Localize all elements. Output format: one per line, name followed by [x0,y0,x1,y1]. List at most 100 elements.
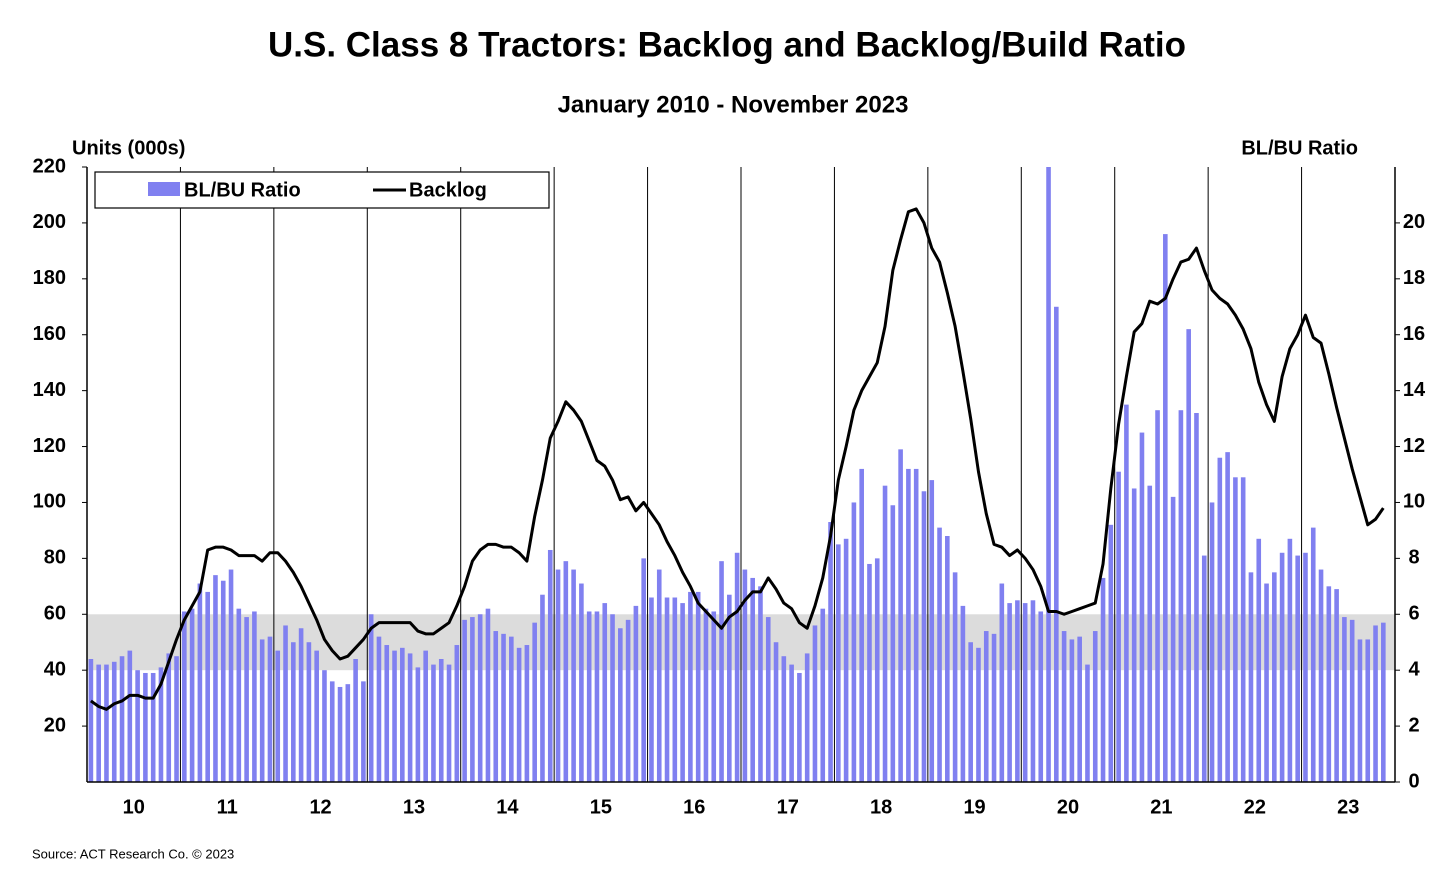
bar [1240,477,1246,782]
bar [547,549,553,782]
y2-tick-label: 10 [1403,491,1425,513]
bar [1139,432,1145,782]
bar [477,614,483,782]
bar [368,614,374,782]
bar [361,681,366,782]
bar [228,569,234,782]
bar [742,569,748,782]
bar [213,575,218,782]
y2-tick-label: 18 [1403,267,1425,289]
bar [174,656,179,782]
bar [812,625,818,782]
bar [1225,452,1230,782]
bar [220,580,226,782]
y-axis-label: Units (000s) [72,137,185,159]
bar [703,608,709,782]
y2-tick-label: 6 [1408,603,1419,625]
bar [143,672,148,782]
bar [1186,329,1191,782]
x-tick-label: 17 [777,796,799,818]
bar [960,605,966,782]
bar [1085,664,1090,782]
y2-axis-label: BL/BU Ratio [1241,137,1358,159]
bar [765,617,771,782]
y2-tick-label: 20 [1403,211,1425,233]
bar [1178,410,1184,782]
bar [1381,622,1386,782]
bar [804,653,810,782]
bar [1349,619,1355,782]
bar [322,670,327,782]
bar [594,611,600,782]
bar [1007,603,1012,782]
bar [111,661,117,782]
bar [407,653,413,782]
bar [773,642,779,782]
bar [197,583,203,782]
bar [135,670,140,782]
bar [1201,555,1207,782]
x-tick-label: 12 [309,796,331,818]
bar [166,653,172,782]
x-tick-label: 18 [870,796,892,818]
y2-tick-label: 12 [1403,435,1425,457]
y2-tick-label: 4 [1408,658,1420,680]
bar [267,636,273,782]
y-tick-label: 220 [33,155,66,177]
bar [1147,485,1153,782]
x-tick-label: 10 [123,796,145,818]
bar [431,664,436,782]
bar [781,656,787,782]
bar [843,538,849,782]
bar [1100,577,1106,782]
bar [1163,234,1168,782]
bar [104,664,109,782]
bar [1326,586,1332,782]
bar [1272,572,1277,782]
bar [1279,552,1285,782]
bar [1061,631,1067,782]
bar [438,659,444,782]
bar [906,468,911,782]
bar [1334,589,1339,782]
bar [983,631,989,782]
bar [688,591,693,782]
bar [189,608,195,782]
bar [244,617,249,782]
bar [205,591,210,782]
bar [952,572,958,782]
bar [555,569,561,782]
bar [649,597,654,782]
bar [1046,167,1051,782]
legend-label: Backlog [409,179,487,201]
bar [1030,600,1036,782]
bar [509,636,514,782]
bar [1303,552,1308,782]
y-tick-label: 120 [33,435,66,457]
bar [929,480,935,782]
y-tick-label: 160 [33,323,66,345]
bar [1365,639,1371,782]
bar [485,608,491,782]
bar [1217,457,1223,782]
bar [119,656,125,782]
bar [664,597,670,782]
chart-subtitle: January 2010 - November 2023 [558,91,909,118]
bar [1054,306,1059,782]
bar [1170,496,1176,782]
bar [150,672,156,782]
bar [283,625,288,782]
x-tick-label: 14 [496,796,519,818]
bar [1108,524,1114,782]
bar [1357,639,1363,782]
bar [890,505,896,782]
bar [579,583,584,782]
bar [968,642,973,782]
bar [1209,502,1215,782]
bar [127,650,133,782]
bar [727,594,732,782]
bar [610,614,615,782]
bar [384,645,390,782]
x-tick-label: 20 [1057,796,1079,818]
